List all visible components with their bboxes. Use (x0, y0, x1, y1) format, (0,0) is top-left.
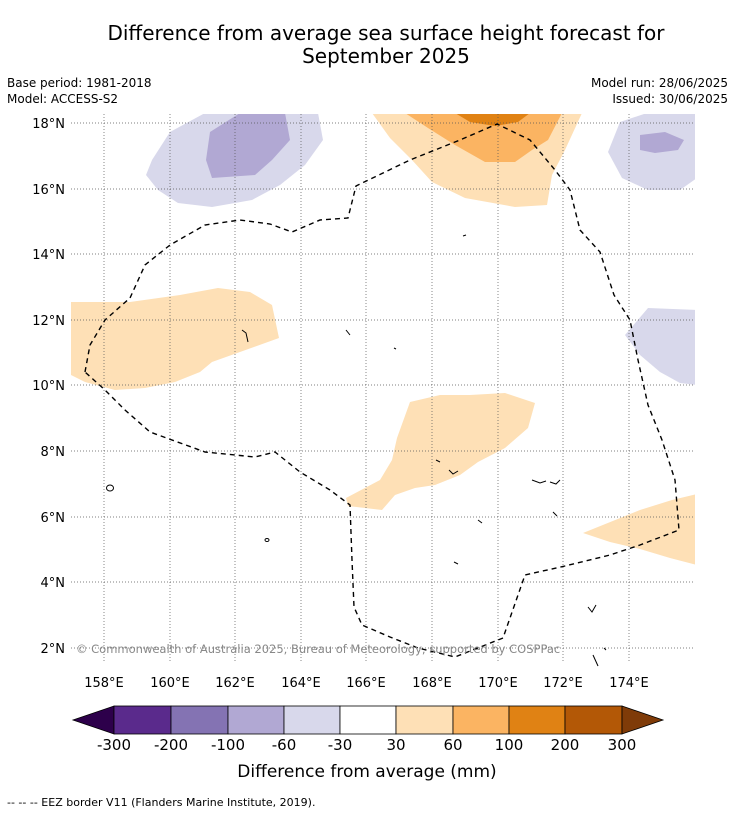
map-title-line1: Difference from average sea surface heig… (107, 21, 665, 45)
longitude-labels: 158°E 160°E 162°E 164°E 166°E 168°E 170°… (84, 676, 649, 691)
lon-label: 168°E (412, 676, 452, 691)
lon-label: 160°E (150, 676, 190, 691)
model-run-label: Model run: 28/06/2025 (590, 76, 728, 90)
colorbar-bin (339, 705, 397, 735)
positive-anomaly-area-west (71, 288, 279, 390)
colorbar-tick: -300 (96, 736, 132, 754)
latitude-labels: 18°N 16°N 14°N 12°N 10°N 8°N 6°N 4°N 2°N (32, 117, 65, 657)
island (462, 234, 467, 237)
island (435, 459, 441, 463)
anomaly-fields (71, 114, 695, 565)
eez-border (84, 123, 680, 658)
island (453, 561, 459, 565)
map-title-line2: September 2025 (302, 44, 470, 68)
island (603, 647, 607, 651)
colorbar-tick: -30 (327, 736, 353, 754)
colorbar-tick: -100 (210, 736, 246, 754)
colorbar-tick: -200 (153, 736, 189, 754)
colorbar-tick: 100 (494, 736, 524, 754)
lat-label: 12°N (32, 314, 65, 329)
colorbar-tick: -60 (271, 736, 297, 754)
colorbar-tick: 60 (443, 736, 463, 754)
island (477, 519, 483, 524)
graticule (71, 114, 695, 662)
colorbar-extend-low (71, 705, 115, 735)
island (549, 479, 561, 485)
lat-label: 14°N (32, 248, 65, 263)
island (531, 479, 547, 484)
lat-label: 10°N (32, 379, 65, 394)
island (552, 511, 558, 517)
colorbar (71, 705, 665, 735)
lat-label: 4°N (41, 576, 66, 591)
negative-anomaly-area-ne-inner (640, 132, 684, 153)
colorbar-bin (113, 705, 172, 735)
island (241, 329, 249, 343)
lon-label: 172°E (543, 676, 583, 691)
lat-label: 16°N (32, 183, 65, 198)
island (345, 329, 351, 336)
issued-label: Issued: 30/06/2025 (612, 92, 728, 106)
lat-label: 6°N (41, 511, 66, 526)
island (264, 538, 270, 542)
colorbar-tick: 200 (550, 736, 580, 754)
island (106, 484, 114, 492)
colorbar-tick: 300 (607, 736, 637, 754)
meta-left: Base period: 1981-2018 Model: ACCESS-S2 (7, 75, 152, 107)
island (592, 654, 599, 667)
island (393, 347, 397, 350)
positive-anomaly-area-east (583, 494, 695, 565)
colorbar-extend-high (621, 705, 665, 735)
lat-label: 8°N (41, 445, 66, 460)
lon-label: 166°E (346, 676, 386, 691)
colorbar-bin (508, 705, 566, 735)
lat-label: 18°N (32, 117, 65, 132)
colorbar-bin (395, 705, 454, 735)
colorbar-tick: 30 (386, 736, 406, 754)
meta-right: Model run: 28/06/2025 Issued: 30/06/2025 (591, 75, 728, 107)
colorbar-bin (170, 705, 229, 735)
lon-label: 170°E (478, 676, 518, 691)
positive-anomaly-area-central (346, 393, 535, 510)
lon-label: 162°E (215, 676, 255, 691)
lon-label: 158°E (84, 676, 124, 691)
negative-anomaly-area-nw-inner (206, 114, 290, 178)
map-title: Difference from average sea surface heig… (0, 22, 736, 68)
copyright-notice: © Commonwealth of Australia 2025, Bureau… (76, 642, 560, 656)
colorbar-bin (564, 705, 623, 735)
islands (106, 234, 607, 667)
base-period-label: Base period: 1981-2018 (7, 76, 152, 90)
colorbar-bin (283, 705, 341, 735)
positive-anomaly-area-north-core (456, 114, 529, 126)
lon-label: 174°E (609, 676, 649, 691)
colorbar-bin (227, 705, 285, 735)
colorbar-label: Difference from average (mm) (237, 762, 497, 782)
negative-anomaly-area-east (625, 308, 695, 385)
island (587, 604, 597, 613)
lat-label: 2°N (41, 642, 66, 657)
lon-label: 164°E (281, 676, 321, 691)
positive-anomaly-area-north-mid (406, 114, 562, 162)
eez-footnote: -- -- -- EEZ border V11 (Flanders Marine… (7, 796, 316, 809)
island (448, 469, 459, 475)
colorbar-bin (452, 705, 510, 735)
model-label: Model: ACCESS-S2 (7, 92, 119, 106)
